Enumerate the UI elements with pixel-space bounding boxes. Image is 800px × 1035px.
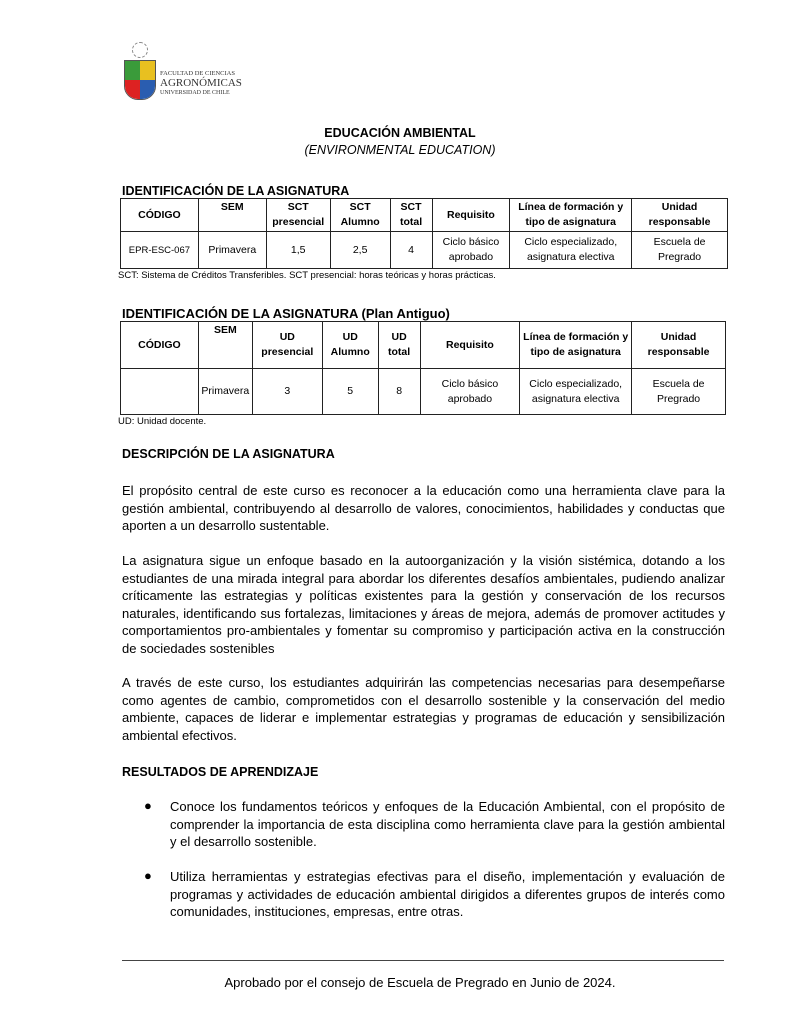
table-cell (120, 368, 199, 415)
shield-icon (124, 60, 156, 100)
description-paragraph: La asignatura sigue un enfoque basado en… (122, 553, 725, 656)
header-cell: SCT presencial (265, 198, 331, 232)
table2-note: UD: Unidad docente. (118, 416, 207, 427)
table-cell: Primavera (197, 231, 267, 269)
header-cell: Unidad responsable (631, 321, 726, 369)
table-cell: 3 (251, 368, 323, 415)
course-id-table: CÓDIGO SEM SCT presencial SCT Alumno SCT… (120, 198, 728, 269)
description-paragraph: El propósito central de este curso es re… (122, 483, 725, 533)
bullet-icon: ● (144, 868, 152, 883)
logo-line1: FACULTAD DE CIENCIAS (160, 70, 235, 77)
old-plan-table: CÓDIGO SEM UD presencial UD Alumno UD to… (120, 321, 726, 415)
sun-emblem-icon (132, 42, 148, 58)
table1-note: SCT: Sistema de Créditos Transferibles. … (118, 270, 496, 281)
table-cell: Ciclo especializado, asignatura electiva (519, 368, 633, 415)
header-cell: SEM (197, 198, 267, 232)
table1-heading: IDENTIFICACIÓN DE LA ASIGNATURA (122, 184, 350, 198)
table-cell: 8 (377, 368, 421, 415)
header-cell: SCT total (389, 198, 433, 232)
table-cell: 4 (389, 231, 433, 269)
faculty-logo: FACULTAD DE CIENCIAS AGRONÓMICAS UNIVERS… (122, 40, 242, 104)
header-cell: UD total (377, 321, 421, 369)
footer-divider (122, 960, 724, 961)
header-cell: CÓDIGO (120, 198, 199, 232)
table-cell: Escuela de Pregrado (631, 231, 728, 269)
outcomes-heading: RESULTADOS DE APRENDIZAJE (122, 765, 319, 779)
header-cell: Línea de formación y tipo de asignatura (519, 321, 633, 369)
table-cell: Primavera (197, 368, 253, 415)
logo-line3: UNIVERSIDAD DE CHILE (160, 90, 230, 96)
table-cell: 1,5 (265, 231, 331, 269)
outcome-item: Conoce los fundamentos teóricos y enfoqu… (170, 799, 725, 849)
bullet-icon: ● (144, 798, 152, 813)
header-cell: Unidad responsable (631, 198, 728, 232)
table-row: Primavera 3 5 8 Ciclo básico aprobado Ci… (120, 368, 726, 415)
table-cell: Ciclo especializado, asignatura electiva (509, 231, 633, 269)
table-header-row: CÓDIGO SEM SCT presencial SCT Alumno SCT… (120, 198, 728, 232)
description-heading: DESCRIPCIÓN DE LA ASIGNATURA (122, 447, 335, 461)
document-subtitle: (ENVIRONMENTAL EDUCATION) (304, 143, 496, 157)
table-cell: Escuela de Pregrado (631, 368, 726, 415)
document-title: EDUCACIÓN AMBIENTAL (324, 126, 476, 140)
header-cell: SEM (197, 321, 253, 369)
outcome-item: Utiliza herramientas y estrategias efect… (170, 869, 725, 919)
table-cell: 5 (321, 368, 379, 415)
header-cell: Requisito (419, 321, 521, 369)
table2-heading: IDENTIFICACIÓN DE LA ASIGNATURA (Plan An… (122, 306, 450, 321)
table-row: EPR-ESC-067 Primavera 1,5 2,5 4 Ciclo bá… (120, 231, 728, 269)
table-cell: Ciclo básico aprobado (419, 368, 521, 415)
table-cell: EPR-ESC-067 (120, 231, 199, 269)
header-cell: CÓDIGO (120, 321, 199, 369)
header-cell: SCT Alumno (329, 198, 391, 232)
description-paragraph: A través de este curso, los estudiantes … (122, 675, 725, 743)
header-cell: UD Alumno (321, 321, 379, 369)
table-header-row: CÓDIGO SEM UD presencial UD Alumno UD to… (120, 321, 726, 369)
approval-footer: Aprobado por el consejo de Escuela de Pr… (224, 975, 616, 990)
header-cell: UD presencial (251, 321, 323, 369)
logo-line2: AGRONÓMICAS (160, 77, 242, 89)
table-cell: Ciclo básico aprobado (431, 231, 511, 269)
table-cell: 2,5 (329, 231, 391, 269)
header-cell: Requisito (431, 198, 511, 232)
header-cell: Línea de formación y tipo de asignatura (509, 198, 633, 232)
